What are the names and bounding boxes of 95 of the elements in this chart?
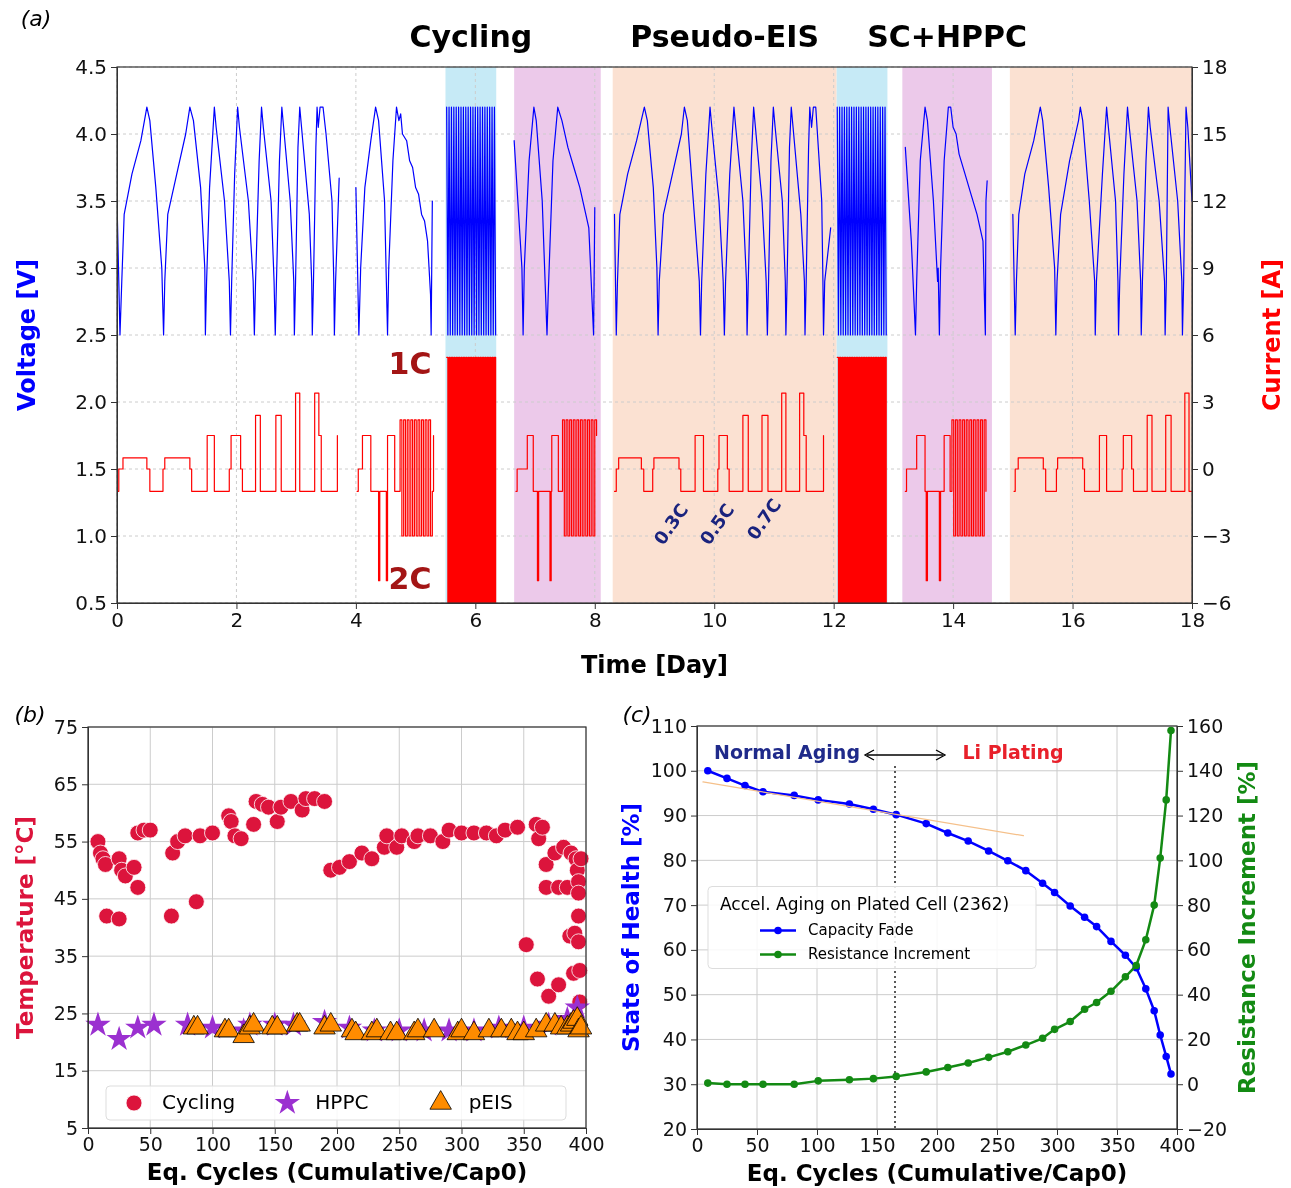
x-tick-label: 250 — [381, 1133, 418, 1156]
x-tick-label: 0 — [82, 1133, 95, 1156]
y2-tick-label: 120 — [1187, 804, 1224, 827]
text: (a) — [20, 6, 52, 31]
y2-tick-label: 100 — [1187, 848, 1224, 871]
text: (b) — [14, 702, 46, 727]
y2-tick-label: 60 — [1187, 938, 1212, 961]
y-axis-title: Voltage [V] — [13, 259, 41, 411]
y-tick-label: 15 — [53, 1059, 78, 1082]
y-tick-label: 40 — [662, 1028, 687, 1051]
y-tick-label: 5 — [65, 1116, 78, 1139]
x-tick-label: 8 — [588, 608, 602, 633]
band-label: Cycling — [409, 19, 533, 54]
y-tick-label: 80 — [662, 848, 687, 871]
y2-tick-label: 140 — [1187, 759, 1224, 782]
x-tick-label: 2 — [230, 608, 244, 633]
legend-label: Resistance Increment — [808, 945, 971, 963]
x-tick-label: 50 — [745, 1134, 770, 1157]
y-tick-label: 1.5 — [75, 456, 107, 481]
legend-title: Accel. Aging on Plated Cell (2362) — [720, 893, 1010, 914]
legend-label: HPPC — [315, 1089, 369, 1114]
x-tick-label: 10 — [702, 608, 728, 633]
x-tick-label: 4 — [350, 608, 363, 633]
y-tick-label: 20 — [662, 1117, 687, 1140]
y-tick-label: 2.5 — [75, 322, 107, 347]
y-tick-label: 65 — [53, 772, 78, 795]
x-tick-label: 100 — [799, 1134, 836, 1157]
y-tick-label: 4.5 — [75, 54, 107, 79]
x-tick-label: 150 — [257, 1133, 294, 1156]
x-tick-label: 300 — [1039, 1134, 1076, 1157]
y-axis-title: Temperature [°C] — [12, 816, 38, 1039]
y-tick-label: 50 — [662, 983, 687, 1006]
y-tick-label: 110 — [650, 714, 687, 737]
band-label: SC+HPPC — [867, 19, 1028, 54]
annotation: 2C — [388, 560, 432, 596]
y2-tick-label: 20 — [1187, 1028, 1212, 1051]
y2-tick-label: 0 — [1202, 456, 1215, 481]
y2-tick-label: 6 — [1202, 322, 1215, 347]
x-axis-title: Eq. Cycles (Cumulative/Cap0) — [746, 1160, 1128, 1186]
y2-axis-title: Resistance Increment [%] — [1234, 760, 1260, 1095]
x-tick-label: 14 — [940, 608, 967, 633]
x-tick-label: 50 — [138, 1133, 163, 1156]
y2-tick-label: 15 — [1202, 121, 1228, 146]
text: (c) — [622, 702, 652, 727]
y2-tick-label: 9 — [1202, 255, 1215, 280]
y2-tick-label: 40 — [1187, 983, 1212, 1006]
x-axis-title: Time [Day] — [580, 651, 729, 679]
y-axis-title: State of Health [%] — [618, 802, 644, 1053]
x-tick-label: 400 — [568, 1133, 605, 1156]
y-tick-label: 100 — [650, 759, 687, 782]
x-tick-label: 200 — [919, 1134, 956, 1157]
y2-tick-label: 0 — [1187, 1072, 1200, 1095]
x-tick-label: 16 — [1060, 608, 1086, 633]
y-tick-label: 25 — [53, 1002, 78, 1025]
x-tick-label: 100 — [194, 1133, 232, 1156]
y2-tick-label: 3 — [1202, 389, 1215, 414]
annotation: 1C — [388, 345, 432, 381]
legend-label: pEIS — [468, 1089, 513, 1114]
y-tick-label: 30 — [662, 1072, 687, 1095]
x-axis-title: Eq. Cycles (Cumulative/Cap0) — [146, 1159, 528, 1185]
y-tick-label: 70 — [662, 893, 687, 916]
legend-label: Cycling — [162, 1089, 236, 1114]
y-tick-label: 2.0 — [75, 389, 107, 414]
x-tick-label: 350 — [1099, 1134, 1136, 1157]
x-tick-label: 300 — [443, 1133, 481, 1156]
x-tick-label: 250 — [979, 1134, 1016, 1157]
y-tick-label: 0.5 — [75, 590, 107, 615]
x-tick-label: 12 — [821, 608, 847, 633]
y2-tick-label: 80 — [1187, 893, 1212, 916]
y-tick-label: 35 — [53, 944, 78, 967]
y-tick-label: 3.5 — [75, 188, 107, 213]
x-tick-label: 400 — [1159, 1134, 1196, 1157]
y-tick-label: 4.0 — [75, 121, 107, 146]
y-tick-label: 75 — [53, 715, 78, 738]
legend-label: Capacity Fade — [808, 921, 914, 939]
y2-axis-title: Current [A] — [1258, 258, 1286, 412]
y-tick-label: 1.0 — [75, 523, 107, 548]
x-tick-label: 150 — [859, 1134, 896, 1157]
y-tick-label: 90 — [662, 804, 687, 827]
annotation: Li Plating — [962, 740, 1064, 763]
x-tick-label: 6 — [469, 608, 483, 633]
y-tick-label: 55 — [53, 830, 78, 853]
x-tick-label: 0 — [691, 1134, 704, 1157]
x-tick-label: 200 — [319, 1133, 356, 1156]
annotation: Normal Aging — [713, 740, 861, 763]
band-label: Pseudo-EIS — [630, 19, 820, 54]
y-tick-label: 60 — [662, 938, 687, 961]
x-tick-label: 350 — [506, 1133, 543, 1156]
y2-tick-label: 160 — [1187, 714, 1224, 737]
y-tick-label: 3.0 — [75, 255, 107, 280]
y2-tick-label: 12 — [1202, 188, 1228, 213]
y-tick-label: 45 — [53, 887, 78, 910]
x-tick-label: 0 — [111, 608, 124, 633]
y2-tick-label: −3 — [1202, 523, 1232, 548]
y2-tick-label: 18 — [1202, 54, 1228, 79]
